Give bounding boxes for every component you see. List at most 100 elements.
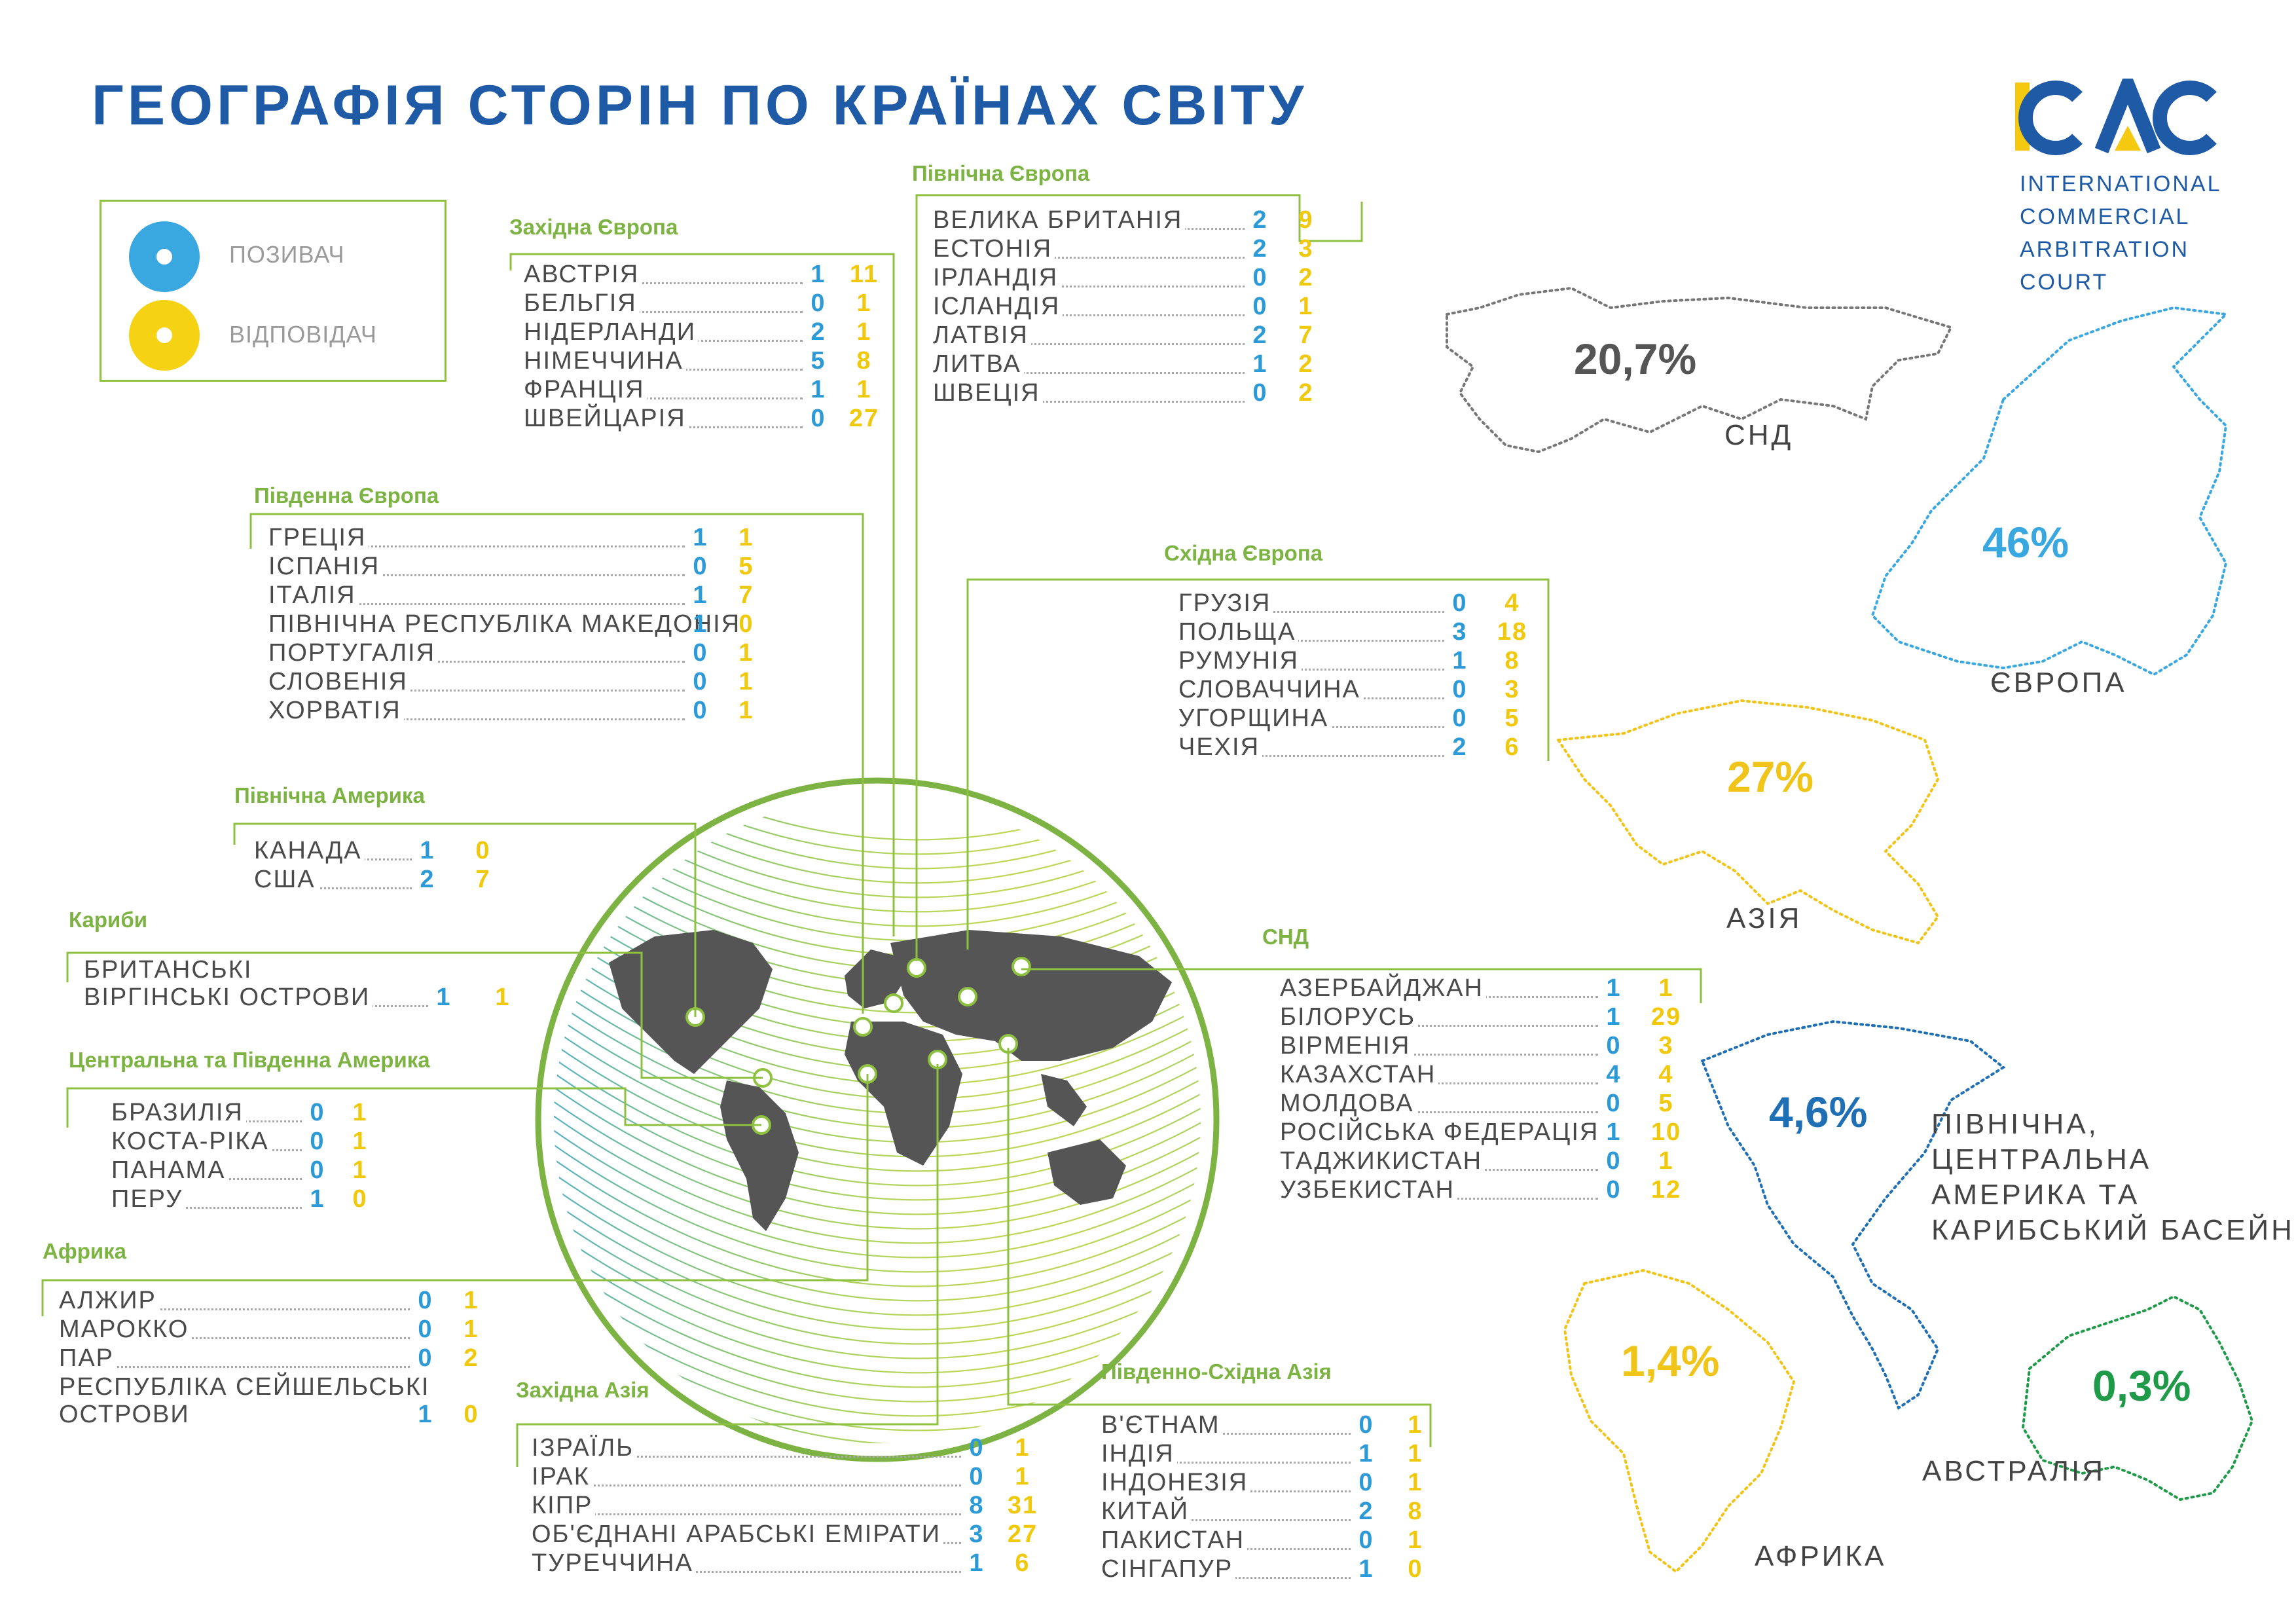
asia-share-pct: 27%	[1727, 752, 1814, 801]
respondent-count: 1	[1408, 1469, 1423, 1496]
globe-outer-ring	[535, 777, 1220, 1462]
dotted-leader	[1178, 669, 1444, 671]
claimant-count: 1	[811, 376, 826, 403]
respondent-count: 3	[1298, 235, 1314, 263]
country-name: АЛЖИР	[59, 1287, 159, 1315]
respondent-count: 27	[1007, 1521, 1038, 1548]
country-name: ШВЕЙЦАРІЯ	[524, 405, 689, 433]
country-name: ПАНАМА	[111, 1156, 228, 1185]
globe-curve	[554, 1147, 1201, 1287]
claimant-count: 0	[693, 668, 708, 695]
dotted-leader	[1280, 1082, 1598, 1084]
country-row: РЕСПУБЛІКА СЕЙШЕЛЬСЬКІ ОСТРОВИ 1 0	[59, 1373, 491, 1431]
country-name: ЕСТОНІЯ	[933, 235, 1055, 263]
globe-curve	[554, 1118, 1201, 1259]
respondent-count: 0	[352, 1185, 368, 1213]
respondent-count: 12	[1650, 1176, 1682, 1204]
claimant-count: 0	[1606, 1176, 1622, 1204]
legend-claimant-label: ПОЗИВАЧ	[229, 241, 345, 268]
americas-label-line-3: АМЕРИКА ТА	[1931, 1179, 2140, 1211]
dotted-leader	[1280, 1054, 1598, 1056]
respondent-count: 1	[495, 984, 511, 1011]
respondent-count: 1	[1408, 1440, 1423, 1467]
country-name: АВСТРІЯ	[524, 261, 642, 289]
claimant-count: 1	[693, 610, 708, 638]
globe-curve	[554, 1204, 1201, 1345]
claimant-count: 0	[310, 1156, 325, 1184]
country-row: ІСЛАНДІЯ 0 1	[933, 293, 1326, 322]
country-row: ІТАЛІЯ 1 7	[268, 581, 766, 610]
country-name: ІНДОНЕЗІЯ	[1101, 1469, 1251, 1497]
respondent-count: 3	[1658, 1032, 1674, 1060]
australia-share-label: АВСТРАЛІЯ	[1922, 1455, 2106, 1487]
claimant-count: 5	[811, 347, 826, 375]
country-name: ВЕЛИКА БРИТАНІЯ	[933, 206, 1186, 234]
americas-map	[1700, 1020, 2006, 1411]
country-row: ВІРМЕНІЯ 0 3	[1280, 1032, 1686, 1061]
country-row: НІМЕЧЧИНА 5 8	[524, 347, 884, 376]
dotted-leader	[59, 1366, 410, 1368]
claimant-count: 1	[420, 837, 435, 864]
region-southern-europe-title: Південна Європа	[254, 483, 439, 507]
country-name: ТАДЖИКИСТАН	[1280, 1147, 1485, 1175]
respondent-count: 2	[464, 1344, 479, 1372]
australia-share-pct: 0,3%	[2092, 1361, 2191, 1410]
claimant-count: 0	[811, 405, 826, 432]
country-name: ЛАТВІЯ	[933, 322, 1031, 350]
country-row: ГРУЗІЯ 0 4	[1178, 589, 1532, 618]
claimant-count: 1	[811, 261, 826, 288]
country-row: БРАЗИЛІЯ 0 1	[111, 1099, 380, 1128]
dotted-leader	[1101, 1433, 1351, 1435]
dotted-leader	[1280, 1025, 1598, 1027]
respondent-count: 1	[352, 1099, 368, 1126]
claimant-count: 0	[969, 1463, 985, 1490]
legend-respondent-label: ВІДПОВІДАЧ	[229, 321, 377, 348]
country-name: СЛОВЕНІЯ	[268, 668, 410, 696]
asia-share-label: АЗІЯ	[1726, 902, 1802, 934]
respondent-count: 3	[1504, 676, 1520, 703]
dotted-leader	[532, 1456, 961, 1458]
respondent-count: 1	[352, 1128, 368, 1155]
globe-curve	[554, 1132, 1201, 1273]
country-name: ПОЛЬЩА	[1178, 618, 1299, 646]
globe-curve	[554, 1175, 1201, 1316]
globe-curve	[554, 796, 1201, 870]
country-row: БРИТАНСЬКІ ВІРГІНСЬКІ ОСТРОВИ 1 1	[84, 956, 522, 1014]
americas-share-pct: 4,6%	[1769, 1088, 1868, 1136]
country-row: УГОРЩИНА 0 5	[1178, 705, 1532, 733]
globe-curve	[554, 1017, 1201, 1158]
globe-pin	[907, 958, 926, 978]
claimant-count: 2	[1452, 733, 1468, 761]
respondent-count: 1	[738, 697, 754, 724]
claimant-count: 0	[1606, 1147, 1622, 1175]
respondent-count: 1	[738, 524, 754, 551]
cis-share-pct: 20,7%	[1574, 335, 1697, 383]
claimant-count: 0	[418, 1287, 433, 1314]
claimant-count: 0	[693, 553, 708, 580]
respondent-count: 1	[464, 1287, 479, 1314]
country-row: КАНАДА 1 0	[254, 837, 503, 866]
dotted-leader	[1101, 1519, 1351, 1521]
respondent-count: 10	[1650, 1118, 1682, 1146]
country-row: НІДЕРЛАНДИ 2 1	[524, 318, 884, 347]
globe-curve	[554, 1089, 1201, 1230]
country-row: КИТАЙ 2 8	[1101, 1498, 1435, 1526]
claimant-count: 1	[1252, 350, 1268, 378]
country-name: ІСЛАНДІЯ	[933, 293, 1063, 321]
country-name: БРАЗИЛІЯ	[111, 1099, 246, 1127]
claimant-count: 0	[811, 289, 826, 317]
region-north-america-title: Північна Америка	[234, 783, 425, 807]
country-row: ПІВНІЧНА РЕСПУБЛІКА МАКЕДОНІЯ 1 0	[268, 610, 766, 639]
country-row: СІНГАПУР 1 0	[1101, 1555, 1435, 1584]
respondent-count: 2	[1298, 379, 1314, 407]
region-northern-europe-title: Північна Європа	[912, 161, 1090, 185]
claimant-count: 0	[1452, 705, 1468, 732]
dotted-leader	[268, 661, 685, 663]
claimant-count: 2	[420, 866, 435, 893]
dotted-leader	[532, 1571, 961, 1573]
globe-pin	[884, 993, 903, 1013]
country-row: ІРЛАНДІЯ 0 2	[933, 264, 1326, 293]
dotted-leader	[111, 1207, 302, 1209]
dotted-leader	[532, 1513, 961, 1515]
globe-curve	[554, 1161, 1201, 1302]
